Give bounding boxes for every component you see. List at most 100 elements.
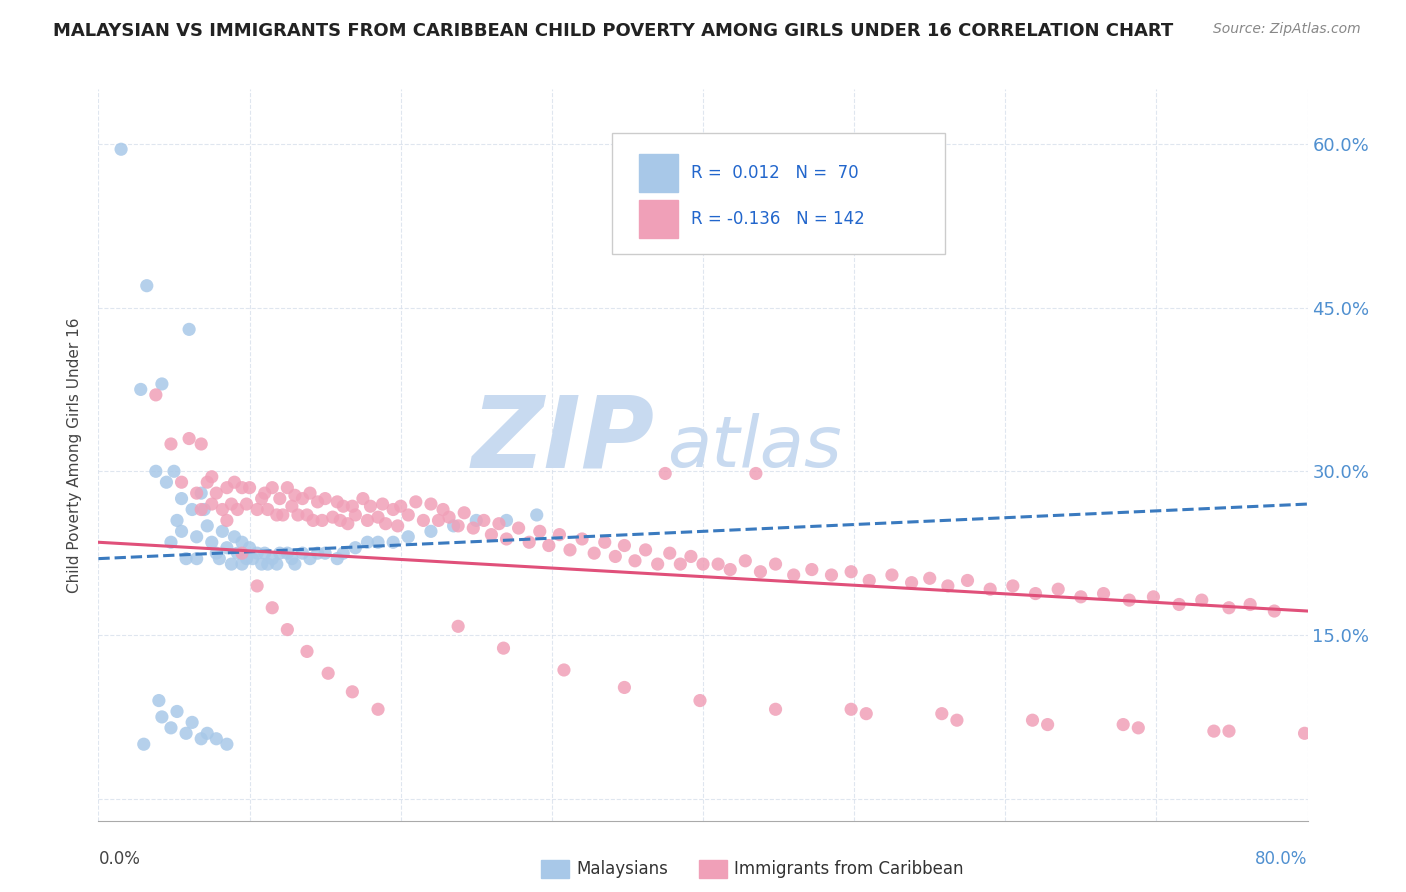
Text: R =  0.012   N =  70: R = 0.012 N = 70 [690, 164, 859, 182]
Point [692, 557, 714, 571]
Point [269, 491, 291, 506]
Point [231, 546, 253, 560]
Point [242, 551, 264, 566]
Point [371, 497, 394, 511]
Point [979, 582, 1001, 597]
Point [201, 535, 224, 549]
Point [593, 535, 616, 549]
Point [208, 551, 231, 566]
Point [295, 508, 318, 522]
Text: 0.0%: 0.0% [98, 850, 141, 868]
Point [291, 546, 314, 560]
Text: MALAYSIAN VS IMMIGRANTS FROM CARIBBEAN CHILD POVERTY AMONG GIRLS UNDER 16 CORREL: MALAYSIAN VS IMMIGRANTS FROM CARIBBEAN C… [53, 22, 1174, 40]
Point [718, 563, 741, 577]
Point [1047, 582, 1070, 597]
Point [342, 500, 364, 514]
Point [931, 706, 953, 721]
Point [858, 574, 880, 588]
Point [190, 437, 212, 451]
Point [145, 464, 167, 478]
Point [481, 527, 503, 541]
Point [135, 278, 157, 293]
Text: Malaysians: Malaysians [576, 860, 668, 878]
Point [382, 535, 405, 549]
Point [186, 551, 208, 566]
Point [201, 497, 224, 511]
Point [669, 557, 692, 571]
Point [1118, 593, 1140, 607]
Point [266, 508, 288, 522]
Text: ZIP: ZIP [471, 392, 655, 489]
Point [170, 475, 193, 490]
Point [356, 513, 378, 527]
Point [800, 563, 823, 577]
Point [465, 513, 488, 527]
Point [239, 541, 262, 555]
Point [150, 376, 173, 391]
Point [235, 497, 257, 511]
Point [344, 508, 367, 522]
Point [166, 513, 188, 527]
Point [734, 554, 756, 568]
Point [1218, 724, 1240, 739]
Point [215, 737, 238, 751]
Point [170, 524, 193, 539]
Point [193, 502, 215, 516]
Point [314, 491, 336, 506]
Point [326, 495, 349, 509]
Point [336, 516, 359, 531]
Point [396, 530, 419, 544]
Point [281, 500, 304, 514]
Point [855, 706, 877, 721]
Point [291, 491, 314, 506]
Point [253, 546, 276, 560]
Point [360, 500, 382, 514]
Point [276, 623, 298, 637]
Point [145, 388, 167, 402]
Point [262, 600, 284, 615]
Point [783, 568, 806, 582]
Point [463, 521, 485, 535]
Bar [638, 153, 678, 192]
Point [181, 715, 204, 730]
Point [287, 508, 309, 522]
Point [389, 500, 412, 514]
Point [155, 475, 177, 490]
Point [174, 726, 197, 740]
Point [316, 666, 339, 681]
Point [266, 557, 288, 571]
Point [256, 502, 278, 516]
Point [647, 557, 669, 571]
Point [160, 535, 183, 549]
Point [1142, 590, 1164, 604]
Point [396, 508, 419, 522]
Point [571, 532, 593, 546]
Point [529, 524, 551, 539]
Point [765, 557, 787, 571]
Point [1294, 726, 1316, 740]
Point [447, 519, 470, 533]
Point [382, 502, 405, 516]
Point [1092, 586, 1115, 600]
Point [437, 510, 460, 524]
Point [689, 693, 711, 707]
Point [307, 495, 329, 509]
Point [553, 663, 575, 677]
Point [472, 513, 495, 527]
Text: Immigrants from Caribbean: Immigrants from Caribbean [734, 860, 963, 878]
Point [150, 710, 173, 724]
Point [374, 516, 396, 531]
Point [314, 546, 336, 560]
Point [276, 481, 298, 495]
Point [299, 551, 322, 566]
Point [679, 549, 702, 564]
Point [583, 546, 606, 560]
Point [262, 481, 284, 495]
Point [307, 546, 329, 560]
Point [163, 464, 186, 478]
Point [246, 579, 269, 593]
Point [936, 579, 959, 593]
Point [1070, 590, 1092, 604]
Point [356, 535, 378, 549]
Point [132, 737, 155, 751]
